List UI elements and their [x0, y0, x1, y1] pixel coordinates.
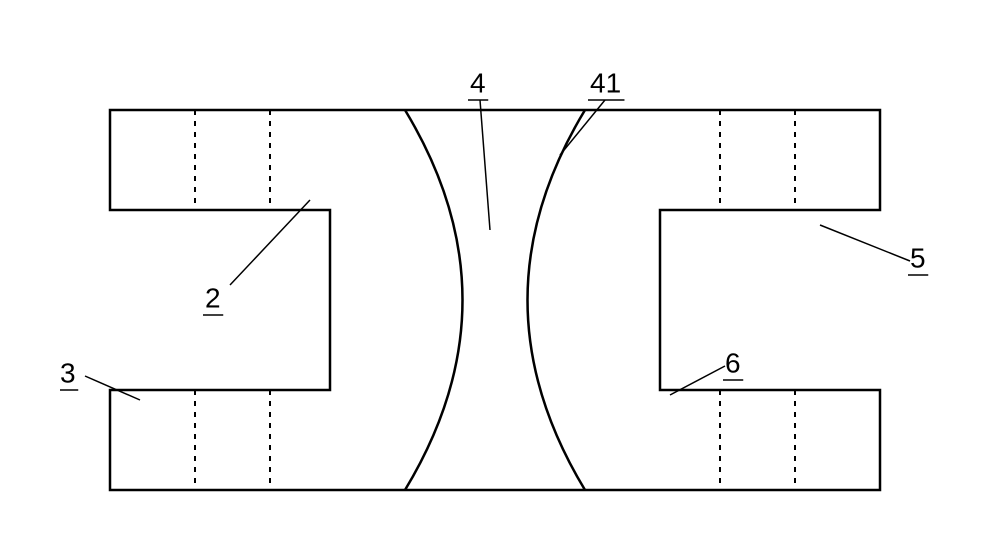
curve-right	[528, 110, 586, 490]
label-2: 2	[205, 282, 221, 313]
technical-diagram: 4412356	[60, 50, 940, 510]
label-4: 4	[470, 67, 486, 98]
label-3: 3	[60, 357, 76, 388]
leader-line-4	[480, 100, 490, 230]
label-5: 5	[910, 242, 926, 273]
leader-line-41	[560, 100, 605, 155]
h-outline	[110, 110, 880, 490]
leader-line-5	[820, 225, 910, 261]
label-41: 41	[590, 67, 621, 98]
diagram-svg: 4412356	[60, 50, 940, 510]
label-6: 6	[725, 347, 741, 378]
leader-line-3	[85, 376, 140, 400]
curve-left	[405, 110, 463, 490]
leader-line-2	[230, 200, 310, 285]
